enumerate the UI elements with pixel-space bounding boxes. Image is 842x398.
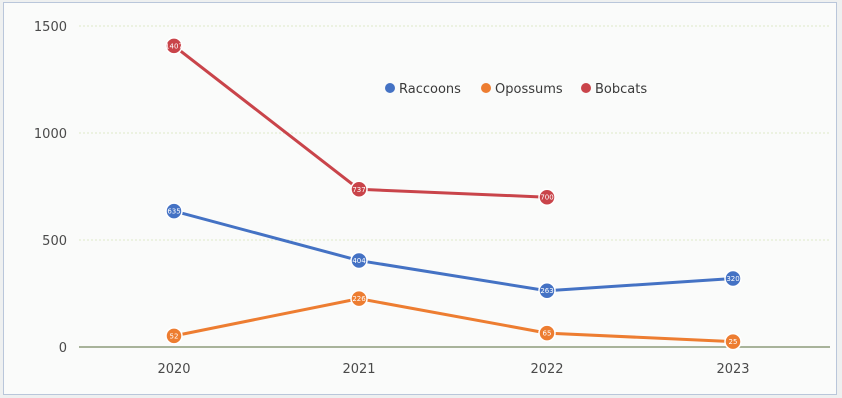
series-line-opossums: [174, 299, 733, 342]
y-tick-label: 500: [42, 234, 67, 249]
x-tick-label: 2023: [716, 362, 749, 377]
chart-frame: 0 500 1000 1500 2020 2021 2022 2023 635 404 263 32…: [3, 2, 837, 395]
line-chart: 0 500 1000 1500 2020 2021 2022 2023 635 404 263 32…: [4, 3, 838, 396]
axes: 0 500 1000 1500 2020 2021 2022 2023: [34, 20, 830, 377]
data-label-opossums-2023: 25: [729, 338, 738, 346]
x-tick-label: 2022: [530, 362, 563, 377]
x-tick-label: 2021: [342, 362, 375, 377]
data-label-raccoons-2022: 263: [540, 287, 553, 295]
data-label-opossums-2022: 65: [543, 330, 552, 338]
data-label-bobcats-2022: 700: [540, 194, 553, 202]
y-tick-label: 1500: [34, 20, 67, 35]
data-label-opossums-2021: 226: [352, 295, 366, 303]
legend-marker-raccoons: [385, 83, 395, 93]
data-label-raccoons-2021: 404: [352, 257, 366, 265]
legend-label-bobcats: Bobcats: [595, 82, 647, 97]
data-label-opossums-2020: 52: [170, 332, 179, 340]
data-label-raccoons-2023: 320: [726, 275, 739, 283]
data-label-bobcats-2020: 1407: [165, 42, 183, 50]
legend-marker-bobcats: [581, 83, 591, 93]
data-label-raccoons-2020: 635: [167, 208, 180, 216]
legend: Raccoons Opossums Bobcats: [385, 82, 647, 97]
legend-item-raccoons: Raccoons: [385, 82, 461, 97]
x-tick-label: 2020: [157, 362, 190, 377]
series-line-bobcats: [174, 46, 547, 197]
series-line-raccoons: [174, 211, 733, 291]
legend-item-opossums: Opossums: [481, 82, 563, 97]
y-tick-label: 1000: [34, 127, 67, 142]
legend-marker-opossums: [481, 83, 491, 93]
y-tick-label: 0: [59, 341, 67, 356]
legend-label-opossums: Opossums: [495, 82, 563, 97]
legend-label-raccoons: Raccoons: [399, 82, 461, 97]
data-label-bobcats-2021: 737: [352, 186, 365, 194]
legend-item-bobcats: Bobcats: [581, 82, 647, 97]
